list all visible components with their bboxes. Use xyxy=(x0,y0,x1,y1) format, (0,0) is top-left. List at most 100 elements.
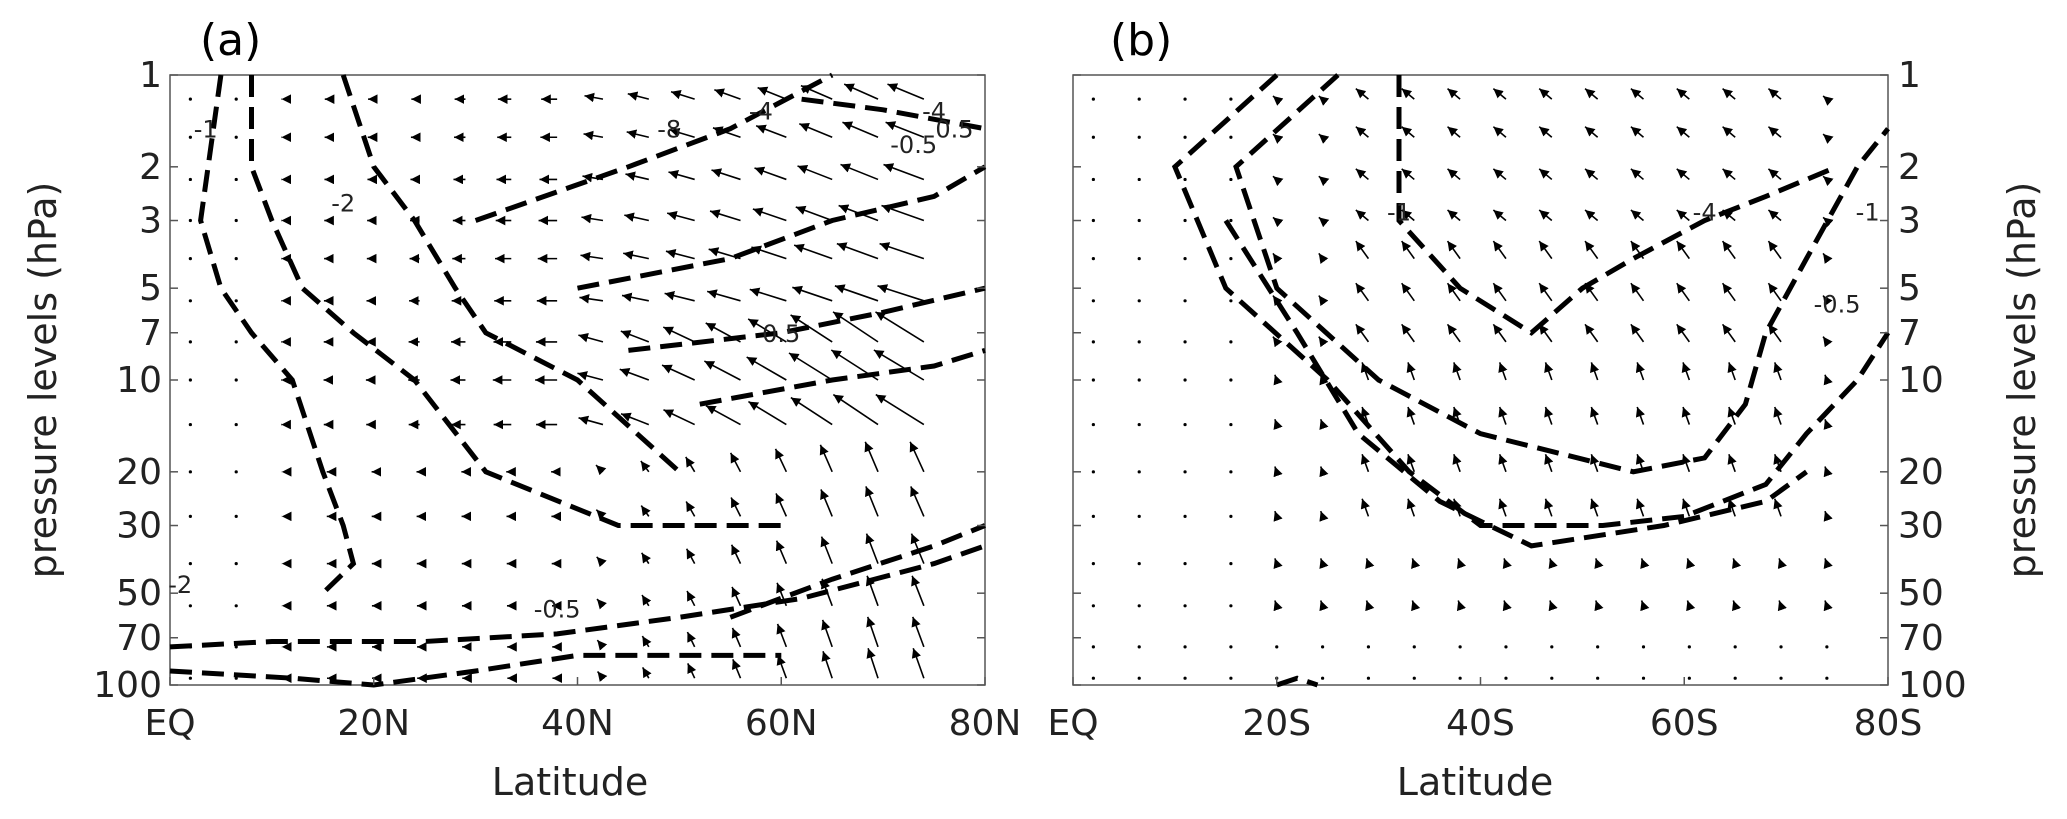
vector-arrow xyxy=(1594,600,1604,612)
vector-arrow xyxy=(1767,240,1782,260)
vector-arrow xyxy=(596,598,607,610)
vector-arrow xyxy=(1502,600,1512,612)
panel-b-vectors xyxy=(1091,87,1834,680)
vector-arrow xyxy=(842,121,879,138)
vector-arrow xyxy=(1456,558,1466,570)
panel-a-label: (a) xyxy=(200,15,261,66)
panel-b-y-axis-title: pressure levels (hPa) xyxy=(2000,182,2044,579)
vector-arrow xyxy=(1722,209,1736,222)
vector-arrow xyxy=(1777,600,1787,612)
vector-arrow xyxy=(1319,558,1329,570)
vector-arrow xyxy=(788,352,833,381)
vector-dot xyxy=(234,645,238,649)
vector-dot xyxy=(234,257,238,261)
vector-arrow xyxy=(1732,558,1742,570)
vector-arrow xyxy=(775,540,788,564)
vector-arrow xyxy=(731,659,742,679)
vector-arrow xyxy=(706,289,741,302)
y-tick-label: 5 xyxy=(1898,268,1921,309)
vector-arrow xyxy=(1360,453,1370,473)
contour-line xyxy=(1223,219,1808,549)
vector-dot xyxy=(1091,378,1095,382)
vector-arrow xyxy=(1823,419,1833,430)
vector-arrow xyxy=(731,586,742,607)
vector-arrow xyxy=(687,663,697,679)
vector-arrow xyxy=(1452,453,1462,473)
contour-label: -0.5 xyxy=(1814,290,1861,318)
vector-arrow xyxy=(1686,600,1696,612)
vector-arrow xyxy=(1721,323,1736,343)
vector-arrow xyxy=(1727,406,1737,425)
vector-arrow xyxy=(1272,95,1284,106)
vector-dot xyxy=(1504,676,1508,680)
vector-arrow xyxy=(1676,282,1690,302)
vector-dot xyxy=(1825,676,1829,680)
x-tick-label: 20N xyxy=(337,703,410,744)
vector-arrow xyxy=(1822,295,1833,307)
vector-arrow xyxy=(1318,95,1330,106)
vector-arrow xyxy=(709,209,741,222)
vector-arrow xyxy=(1823,510,1833,522)
vector-arrow xyxy=(1273,600,1283,612)
vector-arrow xyxy=(712,126,741,139)
panel-a-contours xyxy=(169,72,987,688)
vector-dot xyxy=(1091,470,1095,474)
vector-arrow xyxy=(1446,323,1461,343)
vector-dot xyxy=(1183,676,1187,680)
vector-arrow xyxy=(1498,453,1508,473)
vector-arrow xyxy=(1319,466,1329,478)
vector-arrow xyxy=(820,536,833,564)
vector-dot xyxy=(1137,604,1141,608)
vector-dot xyxy=(1183,378,1187,382)
y-tick-label: 100 xyxy=(93,665,162,706)
vector-arrow xyxy=(1544,498,1554,517)
vector-arrow xyxy=(911,647,925,679)
vector-arrow xyxy=(1272,295,1283,307)
vector-arrow xyxy=(1822,252,1833,264)
vector-arrow xyxy=(730,497,742,517)
vector-dot xyxy=(188,97,192,101)
vector-dot xyxy=(1183,257,1187,261)
contour-label: -4 xyxy=(1693,199,1717,227)
vector-dot xyxy=(234,177,238,182)
vector-arrow xyxy=(714,88,741,100)
vector-arrow xyxy=(776,654,788,679)
vector-arrow xyxy=(792,285,833,302)
vector-arrow xyxy=(1721,282,1736,302)
vector-arrow xyxy=(800,84,833,100)
vector-arrow xyxy=(1584,126,1599,138)
contour-line xyxy=(577,164,987,291)
vector-arrow xyxy=(1630,87,1645,100)
vector-dot xyxy=(1137,514,1141,518)
vector-arrow xyxy=(830,349,879,381)
vector-arrow xyxy=(1318,216,1330,228)
vector-arrow xyxy=(1355,87,1369,100)
contour-line xyxy=(1171,73,1891,528)
vector-dot xyxy=(1091,299,1095,303)
vector-arrow xyxy=(1401,209,1415,222)
vector-arrow xyxy=(730,544,742,564)
vector-dot xyxy=(1229,676,1233,680)
vector-arrow xyxy=(1401,87,1415,100)
vector-dot xyxy=(1183,177,1187,182)
vector-arrow xyxy=(1498,362,1508,381)
y-tick-label: 1 xyxy=(139,55,162,96)
vector-arrow xyxy=(1767,323,1782,343)
vector-arrow xyxy=(866,647,879,679)
vector-dot xyxy=(1229,135,1233,139)
vector-arrow xyxy=(1676,126,1690,138)
y-tick-label: 7 xyxy=(1898,313,1921,354)
y-tick-label: 50 xyxy=(116,573,162,614)
vector-arrow xyxy=(1640,558,1650,570)
vector-dot xyxy=(1183,97,1187,101)
vector-arrow xyxy=(1767,87,1782,100)
vector-arrow xyxy=(1548,600,1558,612)
vector-dot xyxy=(234,676,238,680)
vector-arrow xyxy=(757,86,787,100)
vector-arrow xyxy=(1732,600,1742,612)
vector-dot xyxy=(1137,299,1141,303)
vector-arrow xyxy=(623,250,649,260)
vector-dot xyxy=(1229,97,1233,101)
vector-arrow xyxy=(1452,498,1462,517)
